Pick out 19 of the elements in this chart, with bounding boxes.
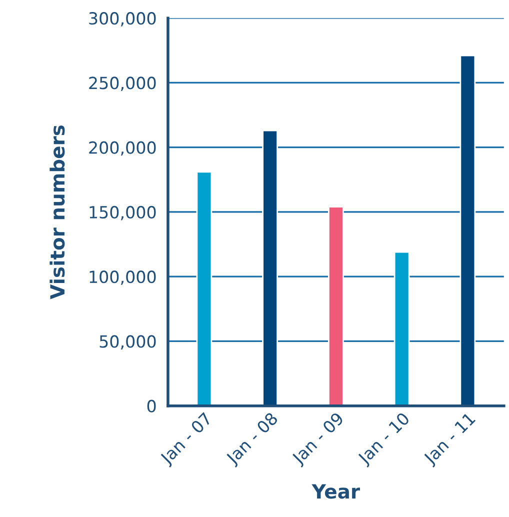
y-tick-label: 100,000 [90, 270, 156, 285]
y-tick-label: 50,000 [100, 335, 156, 350]
y-tick-label: 200,000 [89, 141, 156, 156]
x-axis-title: Year [312, 484, 360, 499]
x-tick-label: Jan - 08 [224, 412, 281, 468]
y-tick-label: 300,000 [89, 12, 156, 26]
bar [196, 171, 212, 406]
y-axis-title: Visitor numbers [50, 125, 65, 300]
y-tick-label: 0 [147, 400, 156, 412]
y-tick-label: 250,000 [89, 76, 156, 91]
x-tick-label: Jan - 07 [158, 412, 215, 468]
bar [460, 54, 476, 406]
y-tick-label: 150,000 [90, 206, 156, 220]
bar [394, 251, 410, 406]
bar [328, 206, 344, 406]
x-tick-label: Jan - 09 [290, 412, 346, 468]
x-tick-label: Jan - 10 [356, 412, 412, 468]
bar [262, 130, 278, 406]
x-tick-label: Jan - 11 [422, 412, 478, 468]
